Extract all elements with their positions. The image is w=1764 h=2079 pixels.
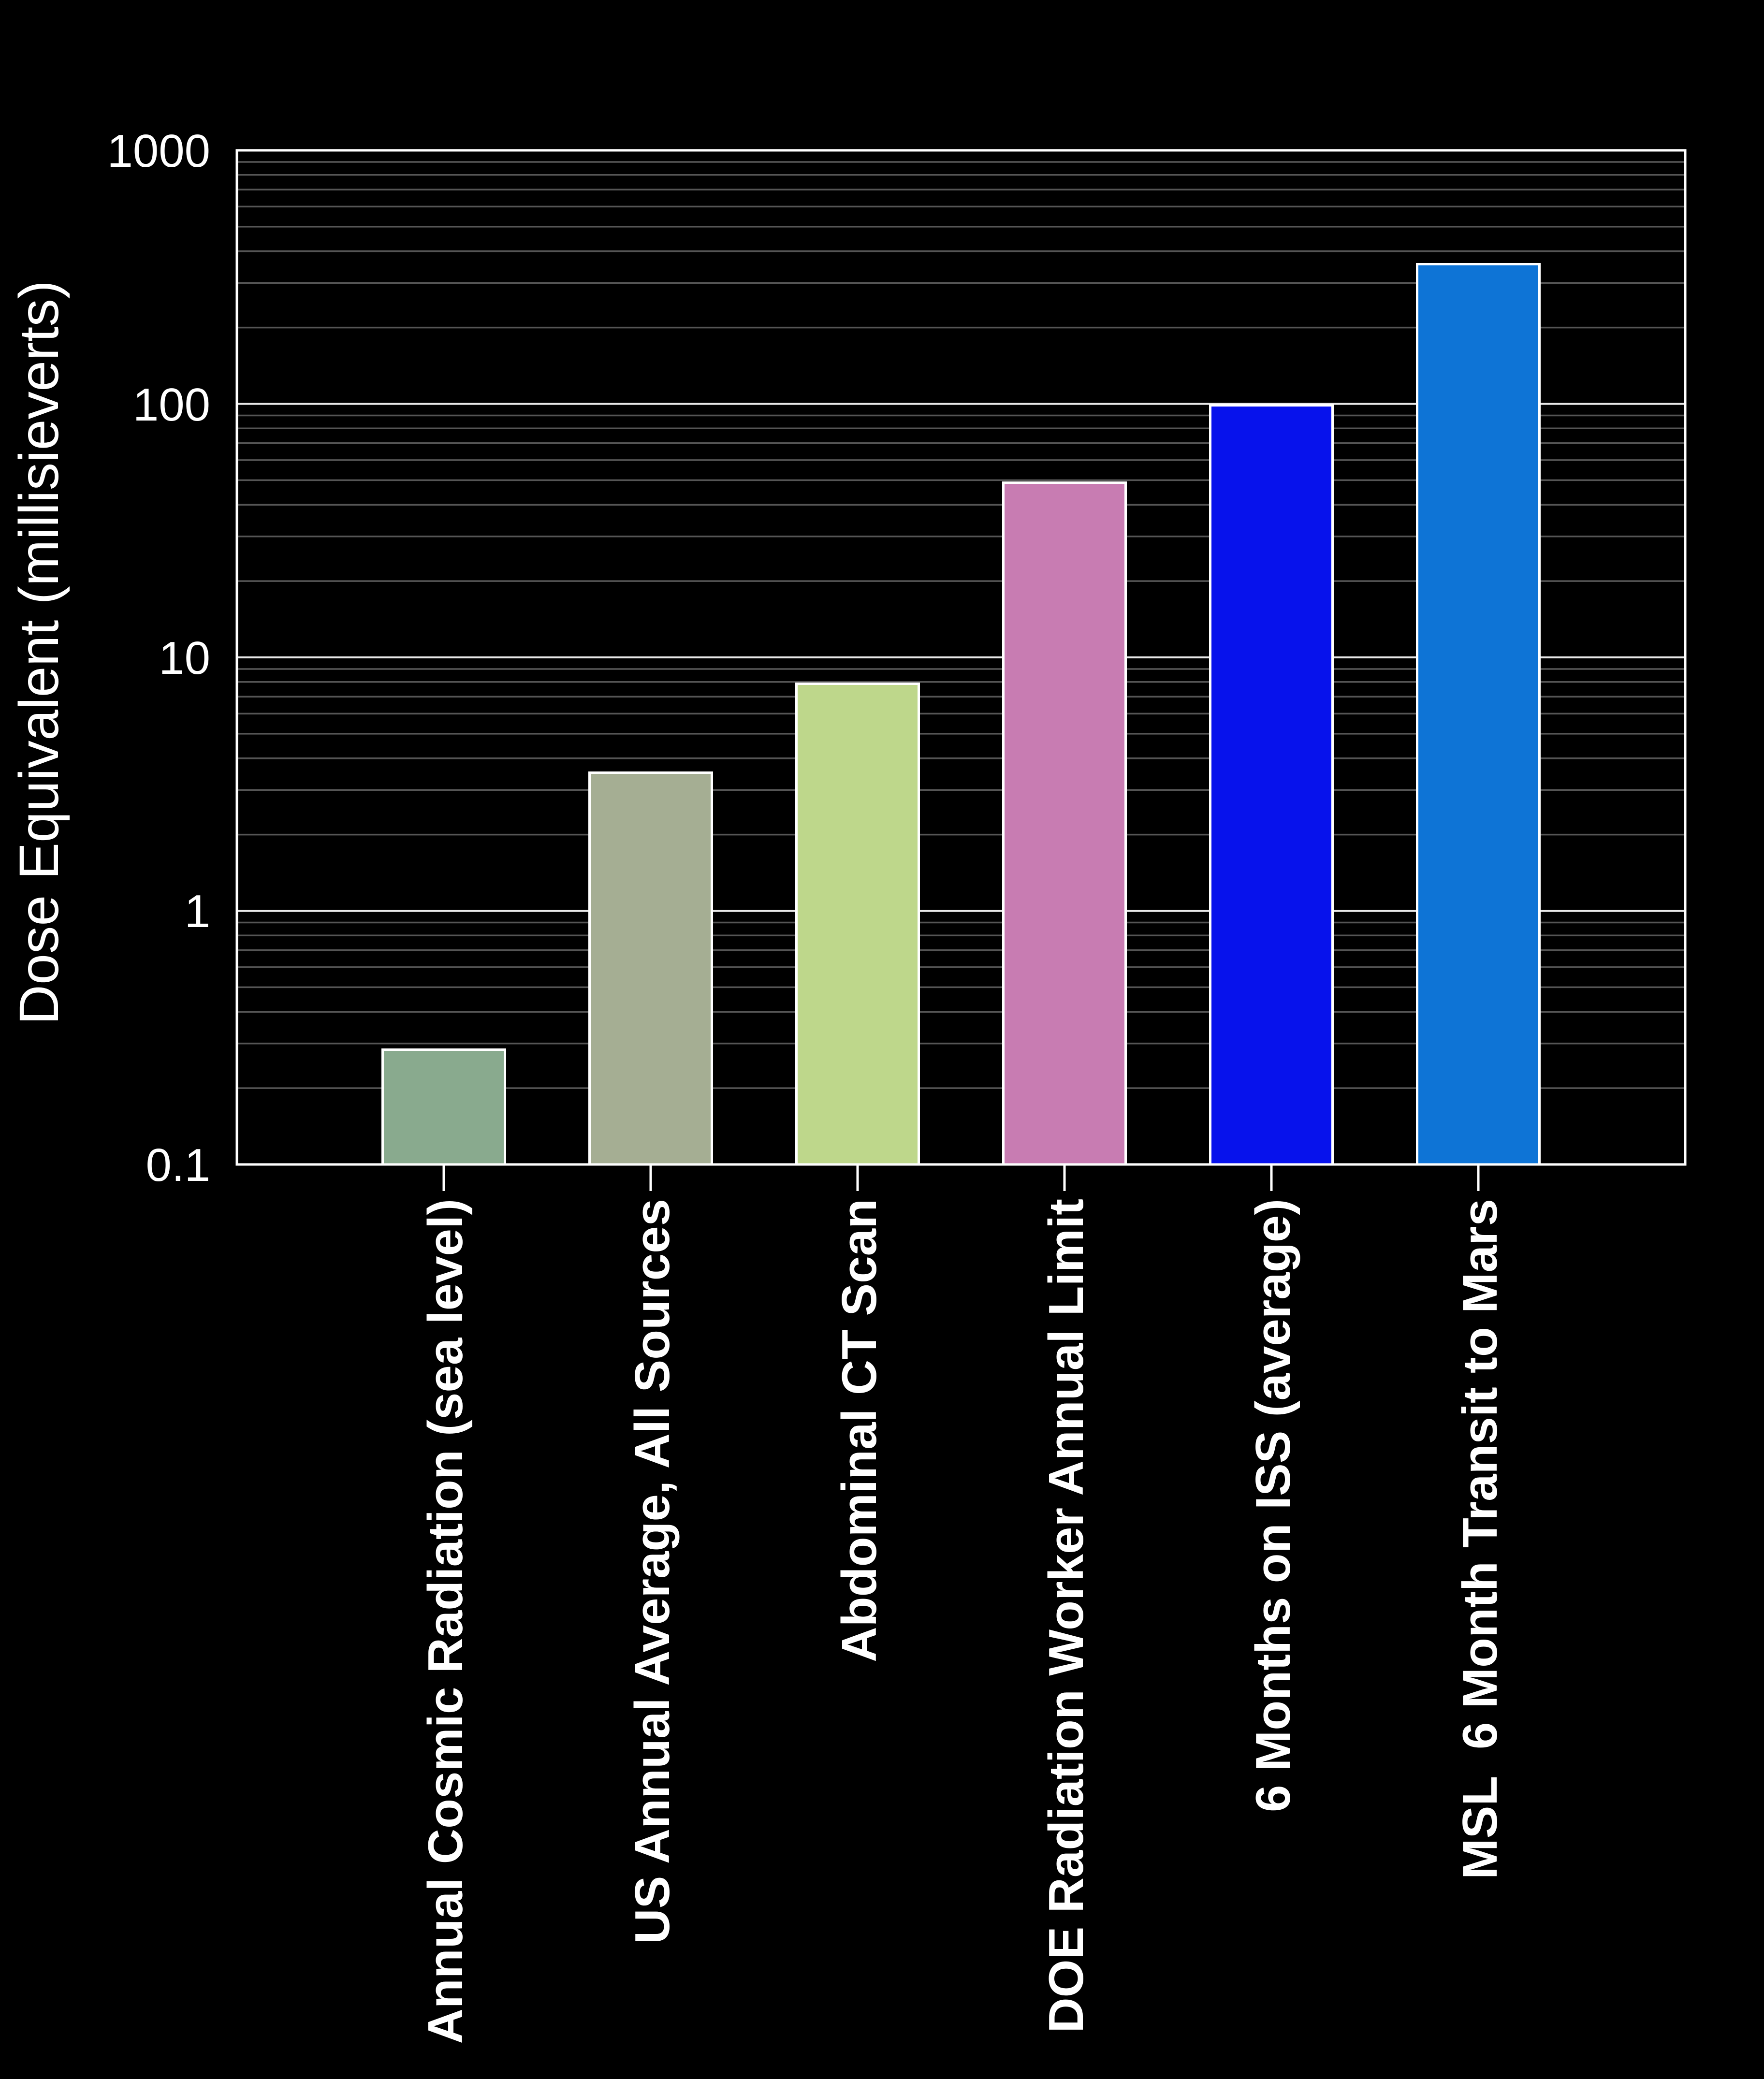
svg-text:0.1: 0.1: [146, 1139, 210, 1191]
svg-text:1000: 1000: [107, 125, 210, 177]
svg-text:Annual Cosmic Radiation (sea l: Annual Cosmic Radiation (sea level): [418, 1199, 473, 2044]
svg-text:100: 100: [133, 379, 210, 431]
svg-text:US Annual Average, All Sources: US Annual Average, All Sources: [625, 1199, 680, 1944]
svg-text:10: 10: [159, 632, 210, 684]
svg-text:Abdominal CT Scan: Abdominal CT Scan: [831, 1199, 887, 1662]
svg-text:6 Months on ISS (average): 6 Months on ISS (average): [1245, 1199, 1300, 1812]
svg-text:DOE Radiation Worker Annual Li: DOE Radiation Worker Annual Limit: [1038, 1199, 1093, 2033]
svg-text:MSL 6 Month Transit to Mars: MSL 6 Month Transit to Mars: [1452, 1199, 1507, 1879]
svg-text:1: 1: [185, 886, 210, 937]
svg-text:Dose Equivalent (millisieverts: Dose Equivalent (millisieverts): [8, 280, 70, 1025]
